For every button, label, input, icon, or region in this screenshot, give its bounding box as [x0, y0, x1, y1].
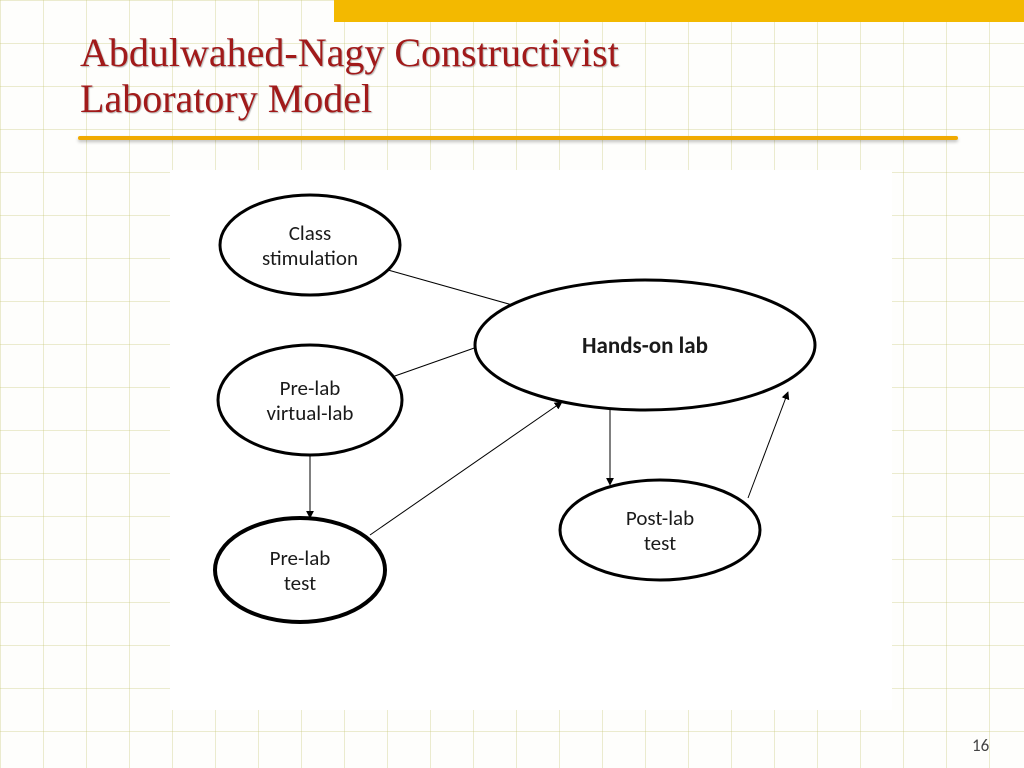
edge-e1 — [388, 270, 523, 308]
diagram-panel: Classstimulation Hands-on lab Pre-labvirtu… — [170, 170, 892, 710]
edge-e6 — [748, 392, 788, 498]
slide: Abdulwahed-Nagy Constructivist Laborator… — [0, 0, 1024, 768]
node-class_stim: Classstimulation — [220, 195, 400, 295]
node-prelab_virtual: Pre-labvirtual-lab — [218, 345, 402, 455]
node-prelab_test: Pre-labtest — [215, 518, 385, 622]
title-line-2: Laboratory Model — [80, 76, 372, 121]
title-underline — [78, 136, 958, 140]
title-line-1: Abdulwahed-Nagy Constructivist — [80, 30, 619, 75]
node-postlab_test: Post-labtest — [560, 480, 760, 580]
page-number: 16 — [972, 735, 989, 756]
edge-e4 — [370, 402, 562, 535]
svg-text:Hands-on lab: Hands-on lab — [582, 332, 708, 360]
flowchart-svg: Classstimulation Hands-on lab Pre-labvirtu… — [170, 170, 892, 710]
accent-bar — [334, 0, 1024, 22]
node-hands_on: Hands-on lab — [475, 280, 815, 410]
page-title: Abdulwahed-Nagy Constructivist Laborator… — [80, 30, 619, 122]
